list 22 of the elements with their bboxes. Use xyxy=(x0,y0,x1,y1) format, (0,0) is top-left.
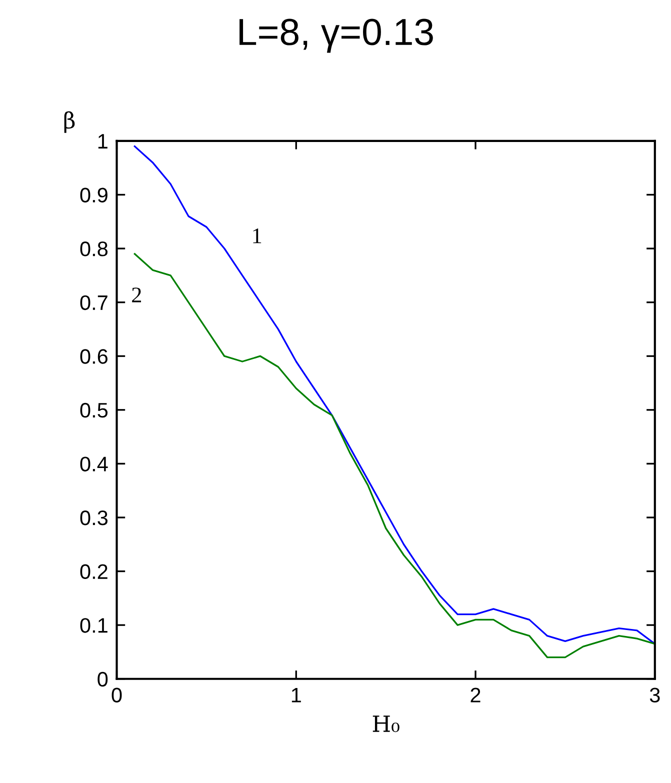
y-tick-label: 0.8 xyxy=(80,242,108,256)
line-series xyxy=(134,253,655,658)
x-tick-label: 2 xyxy=(470,688,480,702)
y-tick-label: 0.5 xyxy=(80,402,108,418)
x-axis-title: H₀ xyxy=(372,716,400,732)
line-series xyxy=(134,145,655,645)
series-label: 2 xyxy=(132,288,141,302)
x-tick-label: 0 xyxy=(112,688,122,702)
y-tick-label: 0.4 xyxy=(80,456,108,472)
y-tick-label: 0.9 xyxy=(80,188,108,202)
series-label: 1 xyxy=(253,228,262,244)
y-tick-label: 0.6 xyxy=(80,349,108,364)
y-tick-label: 1 xyxy=(98,134,108,148)
y-axis-title: β xyxy=(64,111,75,133)
x-tick-label: 1 xyxy=(292,688,301,702)
y-tick-label: 0.1 xyxy=(80,618,108,633)
x-tick-label: 3 xyxy=(650,688,660,702)
y-tick-label: 0.2 xyxy=(80,564,108,580)
chart-title: L=8, γ=0.13 xyxy=(240,18,433,53)
y-tick-label: 0.3 xyxy=(80,510,108,526)
y-tick-label: 0.7 xyxy=(80,295,108,310)
y-tick-label: 0 xyxy=(98,672,108,687)
